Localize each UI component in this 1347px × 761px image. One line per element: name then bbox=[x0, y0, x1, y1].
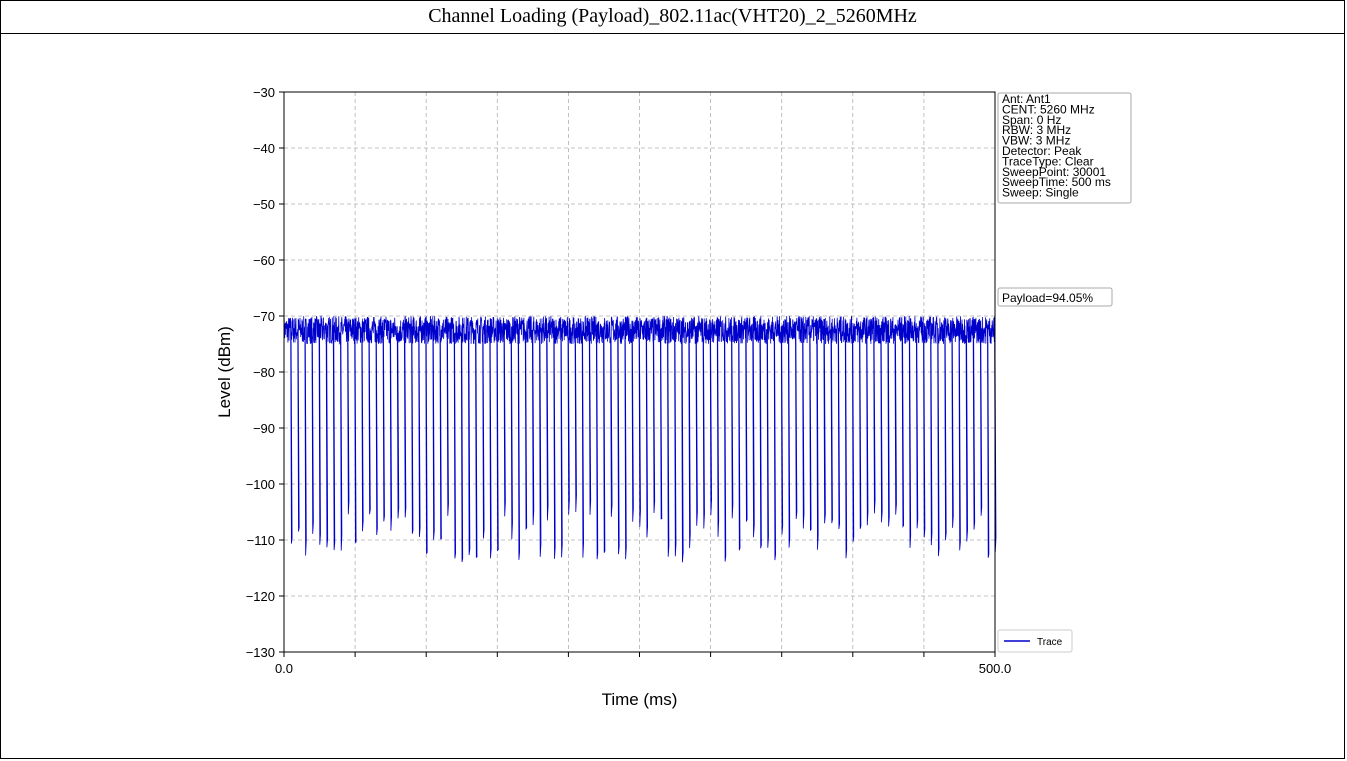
y-tick-label: −100 bbox=[246, 477, 275, 492]
y-tick-label: −70 bbox=[253, 309, 275, 324]
x-axis-label: Time (ms) bbox=[602, 690, 678, 709]
info-box-line: SweepPoint: 30001 bbox=[1002, 165, 1106, 179]
y-tick-label: −120 bbox=[246, 589, 275, 604]
payload-label: Payload=94.05% bbox=[997, 287, 1113, 307]
y-tick-label: −110 bbox=[247, 533, 275, 548]
y-tick-label: −130 bbox=[246, 645, 275, 660]
legend: Trace bbox=[997, 629, 1073, 653]
info-box-line: TraceType: Clear bbox=[1002, 154, 1094, 168]
y-tick-label: −60 bbox=[253, 253, 275, 268]
y-axis-label: Level (dBm) bbox=[215, 326, 234, 418]
info-box-line: Ant: Ant1 bbox=[1002, 92, 1051, 106]
y-axis-ticks: −30 −40 −50 −60 −70 −80 −90 −100 −110 −120 −130 bbox=[246, 85, 284, 660]
info-box-line: CENT: 5260 MHz bbox=[1002, 102, 1095, 116]
info-box-frame bbox=[997, 92, 1132, 204]
x-tick-label: 500.0 bbox=[979, 661, 1012, 676]
payload-label-text: Payload=94.05% bbox=[1002, 291, 1093, 305]
report-title: Channel Loading (Payload)_802.11ac(VHT20… bbox=[0, 0, 1345, 34]
info-box-line: Sweep: Single bbox=[1002, 186, 1079, 200]
y-tick-label: −30 bbox=[253, 85, 275, 100]
trace-series bbox=[283, 315, 997, 563]
y-tick-label: −50 bbox=[253, 197, 275, 212]
y-tick-label: −40 bbox=[253, 141, 275, 156]
y-tick-label: −90 bbox=[253, 421, 275, 436]
legend-label: Trace bbox=[1037, 637, 1063, 648]
info-box-line: Span: 0 Hz bbox=[1002, 113, 1061, 127]
legend-frame bbox=[997, 629, 1073, 653]
x-tick-label: 0.0 bbox=[275, 661, 293, 676]
info-box-line: SweepTime: 500 ms bbox=[1002, 175, 1111, 189]
y-tick-label: −80 bbox=[253, 365, 275, 380]
info-box-line: Detector: Peak bbox=[1002, 144, 1082, 158]
x-axis-ticks: 0.0 500.0 bbox=[275, 652, 1011, 676]
payload-label-frame bbox=[997, 287, 1113, 307]
info-box-line: RBW: 3 MHz bbox=[1002, 123, 1071, 137]
trace-line bbox=[283, 315, 997, 563]
info-box-line: VBW: 3 MHz bbox=[1002, 134, 1070, 148]
